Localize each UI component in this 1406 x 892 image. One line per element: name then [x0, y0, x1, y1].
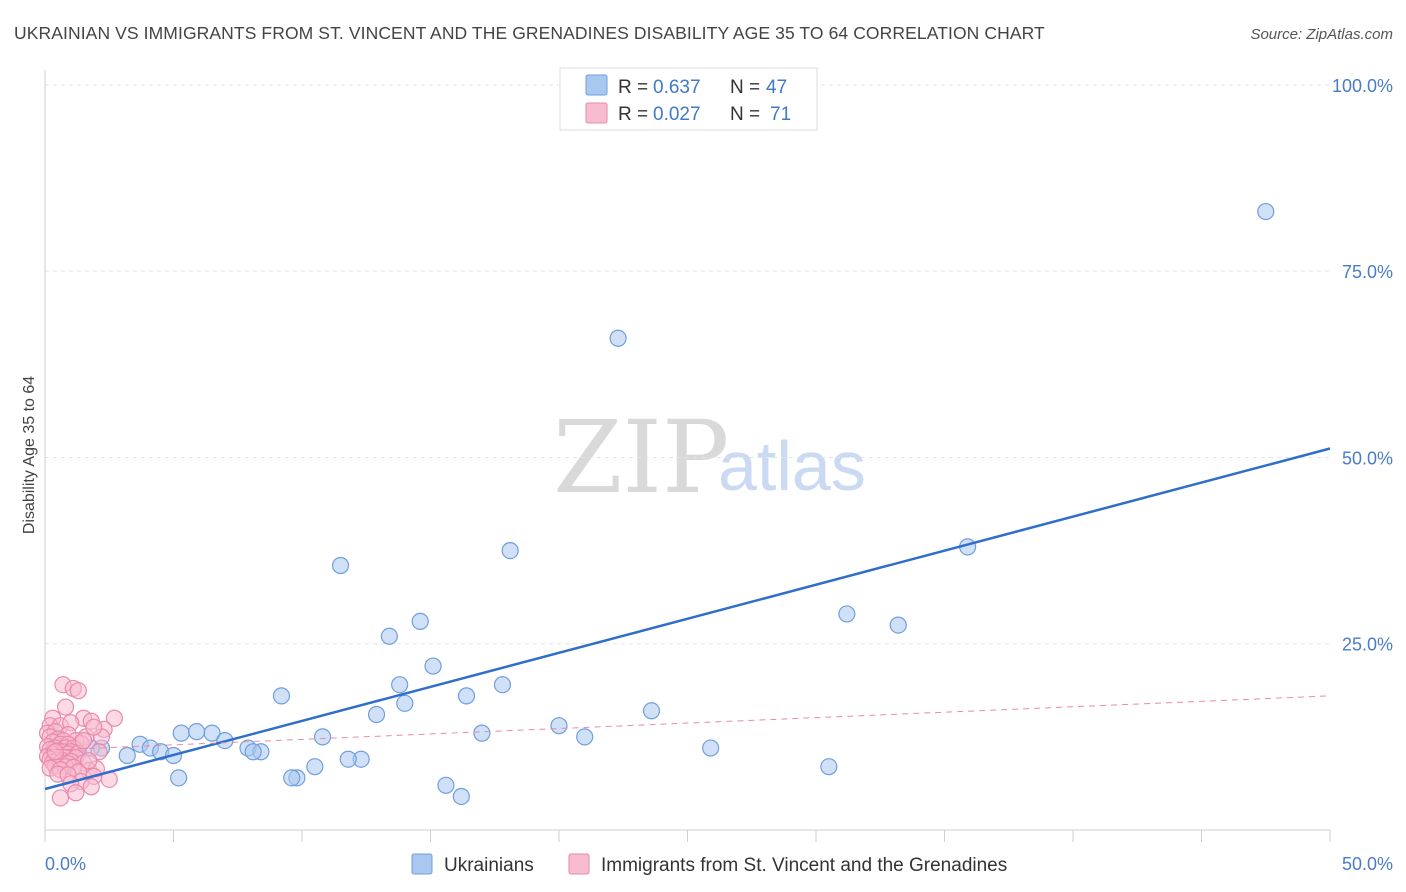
- legend-r-value-2: 0.027: [653, 104, 701, 125]
- immigrants-point-70: [80, 752, 98, 770]
- series-legend-label-ukrainians: Ukrainians: [444, 855, 534, 876]
- ukrainians-point-11: [391, 676, 409, 694]
- x-tick-label-min: 0.0%: [45, 854, 86, 874]
- ukrainians-point-41: [820, 758, 838, 776]
- legend-n-label-1: N =: [730, 77, 760, 98]
- ukrainians-trend-line: [44, 447, 1331, 791]
- ukrainians-point-6: [889, 616, 907, 634]
- gridlines: [45, 84, 1330, 645]
- immigrants-point-69: [46, 743, 64, 761]
- y-tick-labels: 100.0% 75.0% 50.0% 25.0%: [1332, 76, 1393, 655]
- watermark: ZIP atlas: [553, 399, 866, 516]
- legend-r-label-1: R =: [618, 77, 648, 98]
- legend-n-value-2: 71: [770, 104, 791, 125]
- y-tick-label-100: 100.0%: [1332, 76, 1393, 96]
- y-tick-label-50: 50.0%: [1342, 448, 1393, 468]
- ukrainians-point-0: [1257, 202, 1275, 221]
- series-legend: Ukrainians Immigrants from St. Vincent a…: [411, 853, 1007, 876]
- ukrainians-point-5: [838, 605, 856, 623]
- ukrainians-point-42: [170, 769, 188, 787]
- ukrainians-point-9: [272, 687, 291, 705]
- legend-n-value-1: 47: [766, 77, 787, 98]
- ukrainians-point-39: [306, 758, 324, 776]
- ukrainians-point-7: [411, 612, 429, 630]
- legend-swatch-ukrainians: [585, 74, 608, 96]
- ukrainians-point-20: [576, 728, 594, 746]
- source-label: Source: ZipAtlas.com: [1250, 26, 1393, 43]
- ukrainians-point-16: [642, 702, 661, 720]
- ukrainians-point-14: [396, 694, 414, 712]
- legend-swatch-immigrants: [585, 102, 608, 124]
- immigrants-point-2: [69, 682, 88, 700]
- ukrainians-point-10: [424, 657, 442, 675]
- watermark-atlas: atlas: [718, 427, 866, 505]
- y-tick-label-25: 25.0%: [1342, 635, 1393, 655]
- immigrants-point-66: [85, 718, 103, 736]
- ukrainians-point-18: [313, 728, 332, 746]
- y-axis-label: Disability Age 35 to 64: [21, 376, 38, 534]
- ukrainians-point-45: [452, 787, 470, 806]
- legend-n-label-2: N =: [730, 104, 760, 125]
- series-legend-swatch-immigrants: [568, 853, 590, 875]
- ukrainians-point-4: [331, 556, 350, 575]
- ukrainians-point-43: [283, 769, 301, 787]
- ukrainians-point-12: [493, 676, 512, 694]
- immigrants-trend-line: [44, 695, 1331, 751]
- legend-r-label-2: R =: [618, 104, 648, 125]
- ukrainians-point-22: [172, 724, 190, 742]
- ukrainians-point-8: [380, 627, 398, 645]
- immigrants-point-3: [56, 698, 75, 716]
- immigrants-point-64: [51, 789, 70, 807]
- ukrainians-point-15: [367, 705, 386, 724]
- immigrants-point-62: [82, 778, 100, 796]
- ukrainians-point-3: [501, 541, 519, 560]
- chart-title: UKRAINIAN VS IMMIGRANTS FROM ST. VINCENT…: [14, 23, 1045, 43]
- immigrants-point-7: [105, 709, 123, 727]
- trend-lines: [44, 447, 1331, 791]
- series-legend-swatch-ukrainians: [411, 853, 433, 875]
- ukrainians-point-38: [339, 750, 357, 768]
- ukrainians-point-17: [550, 717, 568, 735]
- y-tick-label-75: 75.0%: [1342, 262, 1393, 282]
- correlation-legend: R = 0.637 N = 47 R = 0.027 N = 71: [559, 67, 818, 131]
- ukrainians-point-13: [457, 687, 476, 705]
- series-ukrainians-points: [59, 202, 1275, 806]
- ukrainians-point-44: [437, 776, 455, 794]
- ukrainians-point-1: [609, 329, 627, 347]
- ukrainians-point-19: [473, 724, 491, 742]
- legend-r-value-1: 0.637: [653, 77, 701, 98]
- x-tick-marks: [44, 830, 1331, 842]
- ukrainians-point-32: [244, 743, 262, 761]
- x-tick-label-max: 50.0%: [1342, 854, 1393, 874]
- series-legend-label-immigrants: Immigrants from St. Vincent and the Gren…: [601, 855, 1007, 876]
- ukrainians-point-24: [188, 723, 206, 741]
- immigrants-point-68: [74, 731, 93, 750]
- immigrants-point-63: [67, 784, 85, 802]
- ukrainians-point-33: [118, 746, 136, 765]
- ukrainians-point-21: [702, 739, 720, 757]
